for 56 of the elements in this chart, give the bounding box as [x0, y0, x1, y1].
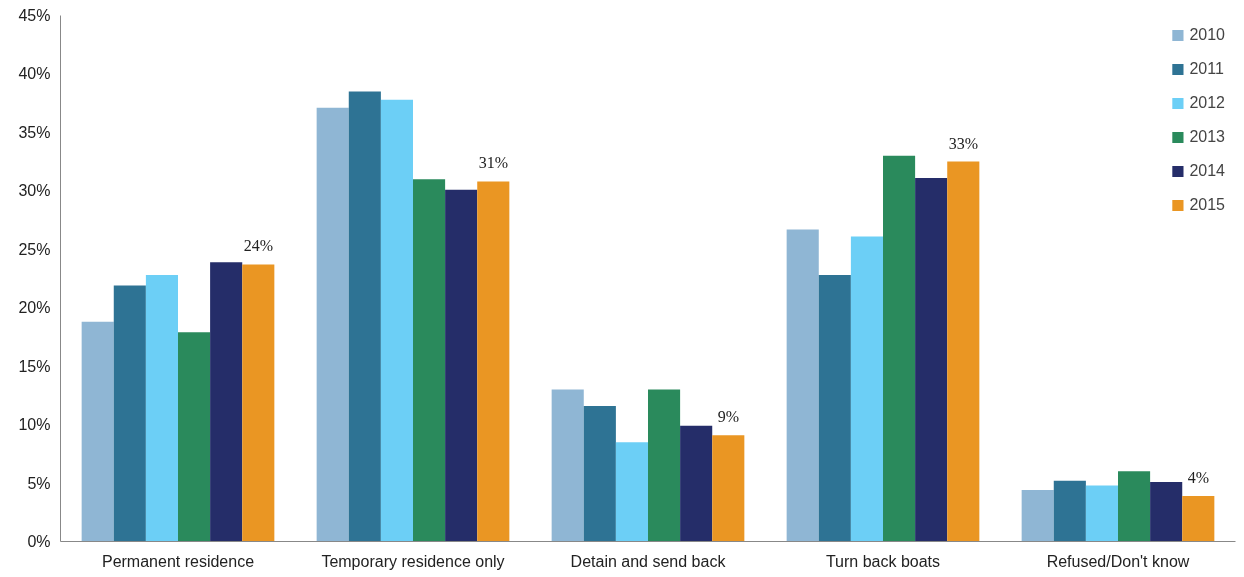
- bar: [615, 442, 648, 542]
- legend-label: 2013: [1189, 127, 1225, 147]
- bar: [1118, 471, 1151, 542]
- y-tick-label: 5%: [27, 474, 51, 492]
- legend-label: 2010: [1189, 25, 1225, 45]
- data-label: 4%: [1187, 468, 1209, 486]
- bar: [648, 389, 681, 542]
- x-tick-label: Permanent residence: [101, 552, 255, 570]
- bar: [145, 274, 178, 542]
- y-tick-label: 20%: [18, 299, 51, 317]
- legend-label: 2012: [1189, 93, 1225, 113]
- bar: [915, 177, 948, 542]
- bar: [818, 274, 851, 542]
- bar: [947, 161, 980, 542]
- bar: [210, 262, 243, 542]
- y-tick-label: 15%: [18, 357, 51, 375]
- data-label: 31%: [478, 154, 508, 172]
- bar: [316, 107, 349, 542]
- bar: [178, 332, 211, 542]
- bar: [1182, 495, 1215, 542]
- y-tick-label: 40%: [18, 65, 51, 83]
- bar: [242, 264, 275, 542]
- bar: [1085, 485, 1118, 542]
- bar: [883, 155, 916, 542]
- data-label: 33%: [948, 134, 978, 152]
- bar: [413, 179, 446, 542]
- bar: [680, 425, 713, 542]
- bar: [81, 321, 114, 542]
- bar: [113, 285, 146, 542]
- x-tick-label: Turn back boats: [825, 552, 941, 570]
- x-tick-label: Temporary residence only: [321, 552, 505, 570]
- y-tick-label: 25%: [18, 240, 51, 258]
- bar: [583, 405, 616, 542]
- bar: [477, 181, 510, 542]
- y-tick-label: 45%: [18, 7, 51, 24]
- data-label: 9%: [717, 408, 739, 426]
- bar: [1150, 481, 1183, 542]
- x-tick-label: Refused/Don't know: [1046, 552, 1190, 570]
- legend-label: 2015: [1189, 195, 1225, 215]
- bar: [380, 99, 413, 542]
- x-tick-label: Detain and send back: [570, 552, 727, 570]
- y-tick-label: 0%: [27, 533, 51, 550]
- bar: [348, 91, 381, 542]
- bar: [551, 389, 584, 542]
- bar: [850, 236, 883, 542]
- bar: [1053, 480, 1086, 542]
- legend-label: 2014: [1189, 161, 1225, 181]
- y-tick-label: 10%: [18, 416, 51, 434]
- data-label: 24%: [243, 237, 273, 255]
- legend-label: 2011: [1189, 59, 1224, 79]
- bar: [712, 435, 745, 542]
- y-tick-label: 35%: [18, 123, 51, 141]
- bar: [445, 189, 478, 542]
- bar: [786, 229, 819, 542]
- bar: [1021, 490, 1054, 542]
- y-tick-label: 30%: [18, 182, 51, 200]
